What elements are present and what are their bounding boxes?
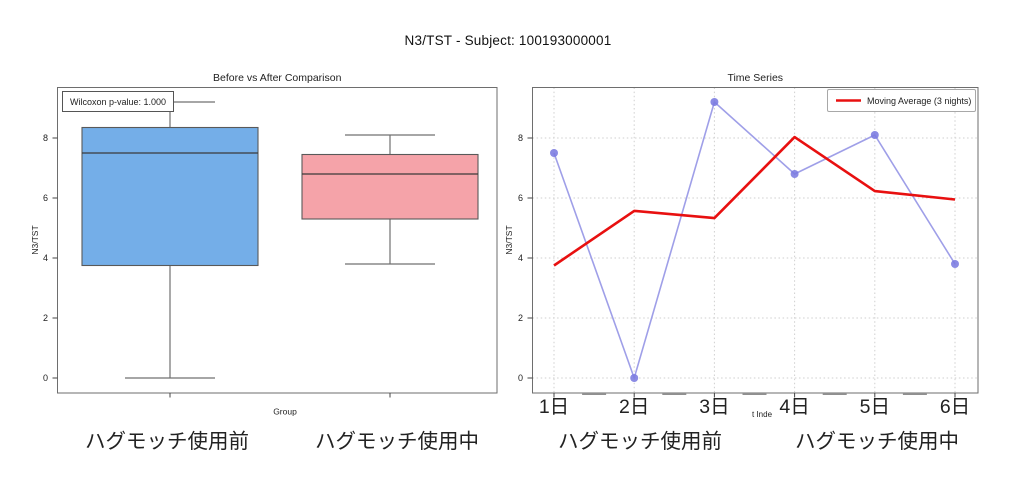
group-label-during: ハグモッチ使用中 xyxy=(315,430,479,453)
timeseries-group-label-before: ハグモッチ使用前 xyxy=(558,430,722,453)
pvalue-annotation-text: Wilcoxon p-value: 1.000 xyxy=(70,97,166,107)
legend-box xyxy=(827,89,976,112)
timeseries-ytick-label: 8 xyxy=(518,133,523,143)
nightly-point xyxy=(870,131,879,139)
nightly-point xyxy=(630,374,639,382)
night-tick-label: 6日 xyxy=(940,396,970,418)
nightly-point xyxy=(951,260,959,268)
nightly-point xyxy=(550,149,558,157)
xlabel-fragment: t Inde xyxy=(752,410,773,419)
boxplot-ytick-label: 4 xyxy=(43,253,48,263)
night-tick-label: 2日 xyxy=(619,396,649,418)
group-label-before: ハグモッチ使用前 xyxy=(85,430,249,453)
timeseries-ytick-label: 4 xyxy=(518,253,523,263)
timeseries-ytick-label: 0 xyxy=(518,373,523,383)
timeseries-title: Time Series xyxy=(727,72,783,84)
nightly-point xyxy=(790,170,799,178)
boxplot-ylabel: N3/TST xyxy=(30,225,40,254)
boxplot-ytick-label: 8 xyxy=(43,133,48,143)
boxplot-ytick-label: 0 xyxy=(43,373,48,383)
boxplot-title: Before vs After Comparison xyxy=(213,72,342,84)
night-tick-label: 3日 xyxy=(699,396,729,418)
boxplot-ytick-label: 2 xyxy=(43,313,48,323)
timeseries-ylabel: N3/TST xyxy=(504,225,514,254)
timeseries-ytick-label: 2 xyxy=(518,313,523,323)
night-tick-label: 4日 xyxy=(779,396,809,418)
timeseries-ytick-label: 6 xyxy=(518,193,523,203)
timeseries-group-label-during: ハグモッチ使用中 xyxy=(795,430,959,453)
nightly-point xyxy=(710,98,719,106)
legend-label: Moving Average (3 nights) xyxy=(867,96,971,106)
night-tick-label: 5日 xyxy=(860,396,890,418)
boxplot-ytick-label: 6 xyxy=(43,193,48,203)
nightly-series-line xyxy=(553,101,956,379)
figure-title: N3/TST - Subject: 100193000001 xyxy=(404,33,612,48)
night-tick-label: 1日 xyxy=(539,396,569,418)
boxplot-xlabel: Group xyxy=(273,407,297,417)
timeseries-frame xyxy=(532,87,979,394)
pvalue-annotation-box xyxy=(62,91,174,112)
moving-average-line xyxy=(553,135,956,267)
box-before xyxy=(81,126,259,267)
box-after xyxy=(301,153,479,220)
